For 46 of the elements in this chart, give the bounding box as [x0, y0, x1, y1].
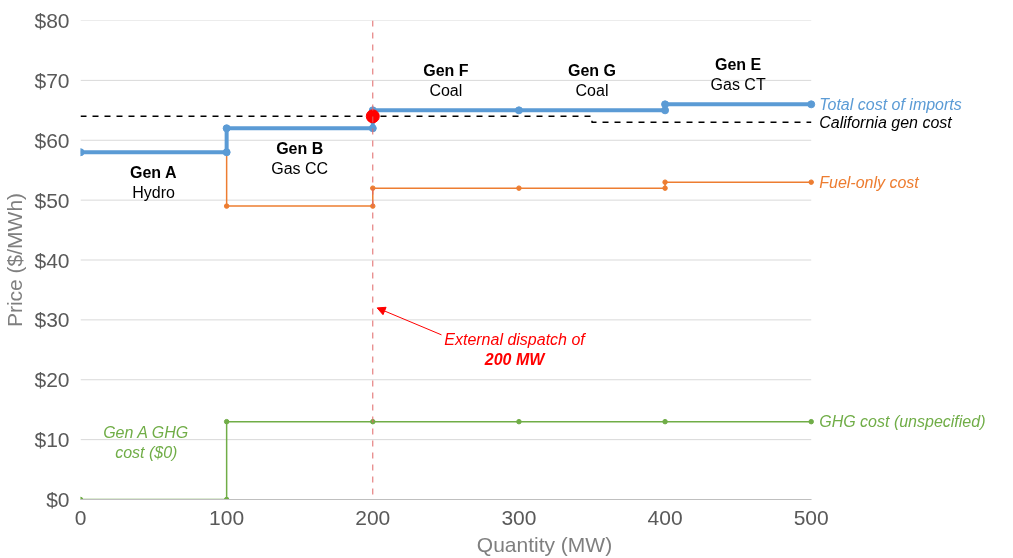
y-tick-label: $20: [34, 368, 70, 392]
point: [365, 109, 380, 124]
y-tick-label: $70: [34, 68, 70, 92]
series-label: Fuel-only cost: [819, 173, 920, 191]
y-tick-label: $80: [34, 9, 70, 32]
y-tick-label: $0: [46, 488, 70, 511]
x-axis-title: Quantity (MW): [476, 532, 613, 556]
y-tick-label: $10: [34, 428, 70, 452]
point: [808, 418, 814, 425]
series-label: Total cost of imports: [819, 95, 962, 113]
point: [516, 418, 522, 425]
annotation: Gen A GHG cost ($0): [103, 424, 189, 462]
point: [223, 418, 230, 425]
point: [662, 179, 668, 185]
annotation: External dispatch of 200 MW: [444, 331, 587, 369]
x-tick-label: 100: [209, 505, 245, 529]
series-label: GHG cost (unspecified): [819, 413, 986, 431]
series-label: California gen cost: [819, 113, 953, 131]
x-tick-label: 0: [74, 505, 87, 529]
annotation: Gen B Gas CC: [271, 139, 329, 177]
point: [370, 185, 376, 191]
annotation: Gen E Gas CT: [710, 55, 766, 93]
point: [661, 100, 670, 109]
y-tick-label: $40: [34, 248, 70, 272]
x-tick-label: 500: [793, 505, 829, 529]
point: [370, 203, 376, 209]
x-tick-label: 400: [647, 505, 683, 529]
x-tick-label: 200: [355, 505, 391, 529]
point: [223, 203, 230, 209]
point: [368, 124, 377, 133]
point: [222, 124, 231, 133]
y-tick-label: $30: [34, 308, 70, 332]
point: [516, 185, 522, 191]
annotation: Gen F Coal: [423, 61, 469, 99]
point: [662, 185, 668, 191]
point: [807, 100, 816, 109]
y-axis-title: Price ($/MWh): [3, 192, 27, 328]
point: [662, 418, 668, 425]
y-tick-label: $50: [34, 188, 70, 212]
x-tick-label: 300: [501, 505, 537, 529]
point: [808, 179, 814, 185]
annotation: Gen A Hydro: [130, 163, 177, 201]
point: [370, 418, 376, 425]
annotation: Gen G Coal: [567, 61, 617, 99]
point: [514, 106, 523, 115]
y-tick-label: $60: [34, 128, 70, 152]
